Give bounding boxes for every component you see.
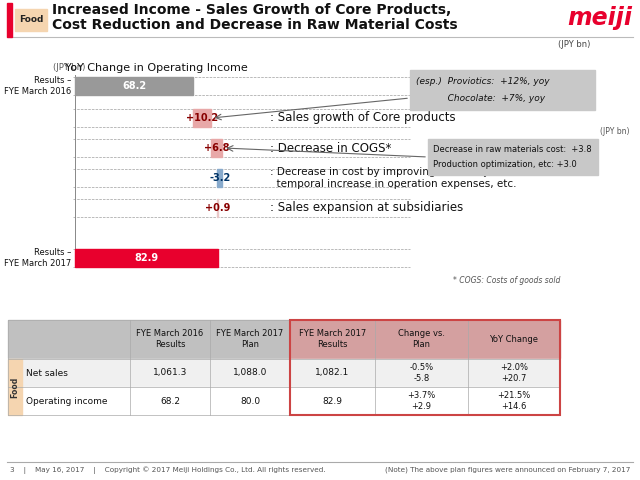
Bar (8, 320, 290, 358)
Bar (75, 249, 218, 267)
Text: 82.9: 82.9 (323, 396, 342, 406)
Bar (8, 359, 560, 387)
Text: : Sales growth of Core products: : Sales growth of Core products (270, 111, 456, 124)
Text: * COGS: Costs of goods sold: * COGS: Costs of goods sold (452, 276, 560, 285)
Text: Change vs.
Plan: Change vs. Plan (398, 329, 445, 349)
Bar (410, 70, 595, 110)
Text: Cost Reduction and Decrease in Raw Material Costs: Cost Reduction and Decrease in Raw Mater… (52, 18, 458, 32)
Text: Results –
FYE March 2017: Results – FYE March 2017 (4, 248, 71, 268)
Text: 80.0: 80.0 (240, 396, 260, 406)
Text: +10.2: +10.2 (186, 113, 218, 123)
Bar (290, 320, 560, 358)
Text: : Decrease in cost by improving efficiency,
  temporal increase in operation exp: : Decrease in cost by improving efficien… (270, 167, 516, 189)
Text: (Note) The above plan figures were announced on February 7, 2017: (Note) The above plan figures were annou… (385, 467, 630, 473)
Text: 68.2: 68.2 (122, 81, 146, 91)
Text: 68.2: 68.2 (160, 396, 180, 406)
Text: : Sales expansion at subsidiaries: : Sales expansion at subsidiaries (270, 202, 463, 215)
Bar (217, 199, 218, 217)
Text: Operating income: Operating income (26, 396, 108, 406)
Bar (8, 359, 22, 415)
Text: : Decrease in COGS*: : Decrease in COGS* (270, 142, 392, 155)
Text: (JPY bn): (JPY bn) (600, 127, 630, 136)
Bar (7, 3, 12, 37)
Bar (15, 9, 47, 31)
Text: -0.5%
-5.8: -0.5% -5.8 (410, 363, 433, 383)
Text: Increased Income - Sales Growth of Core Products,: Increased Income - Sales Growth of Core … (52, 3, 451, 17)
Text: Chocolate:  +7%, yoy: Chocolate: +7%, yoy (416, 94, 545, 103)
Text: 1,061.3: 1,061.3 (153, 369, 187, 377)
Bar (75, 77, 193, 95)
Text: (JPY bn): (JPY bn) (53, 63, 85, 72)
Text: Net sales: Net sales (26, 369, 68, 377)
Text: Food: Food (19, 15, 43, 24)
Text: meiji: meiji (567, 6, 632, 30)
Text: YoY Change in Operating Income: YoY Change in Operating Income (65, 63, 248, 73)
Text: YoY Change: YoY Change (490, 335, 538, 344)
Text: +2.0%
+20.7: +2.0% +20.7 (500, 363, 528, 383)
Text: +0.9: +0.9 (205, 203, 230, 213)
Bar (8, 387, 560, 415)
Text: 1,088.0: 1,088.0 (233, 369, 267, 377)
Text: Results –
FYE March 2016: Results – FYE March 2016 (4, 76, 71, 96)
Text: 3    |    May 16, 2017    |    Copyright © 2017 Meiji Holdings Co., Ltd. All rig: 3 | May 16, 2017 | Copyright © 2017 Meij… (10, 466, 326, 474)
Text: FYE March 2016
Results: FYE March 2016 Results (136, 329, 204, 349)
Text: -3.2: -3.2 (209, 173, 230, 183)
Text: +3.7%
+2.9: +3.7% +2.9 (408, 391, 436, 411)
Text: FYE March 2017
Plan: FYE March 2017 Plan (216, 329, 284, 349)
Bar (211, 139, 222, 157)
Text: Production optimization, etc: +3.0: Production optimization, etc: +3.0 (433, 160, 577, 169)
Text: Food: Food (10, 376, 19, 397)
Bar (428, 139, 598, 175)
Text: (esp.)  Proviotics:  +12%, yoy: (esp.) Proviotics: +12%, yoy (416, 77, 550, 86)
Text: (JPY bn): (JPY bn) (558, 40, 590, 49)
Text: 1,082.1: 1,082.1 (316, 369, 349, 377)
Text: 82.9: 82.9 (134, 253, 159, 263)
Bar (217, 169, 222, 187)
Text: Decrease in raw materials cost:  +3.8: Decrease in raw materials cost: +3.8 (433, 144, 591, 154)
Bar (193, 109, 211, 127)
Text: +6.8: +6.8 (204, 143, 229, 153)
Text: FYE March 2017
Results: FYE March 2017 Results (299, 329, 366, 349)
Bar (290, 320, 560, 415)
Text: +21.5%
+14.6: +21.5% +14.6 (497, 391, 531, 411)
